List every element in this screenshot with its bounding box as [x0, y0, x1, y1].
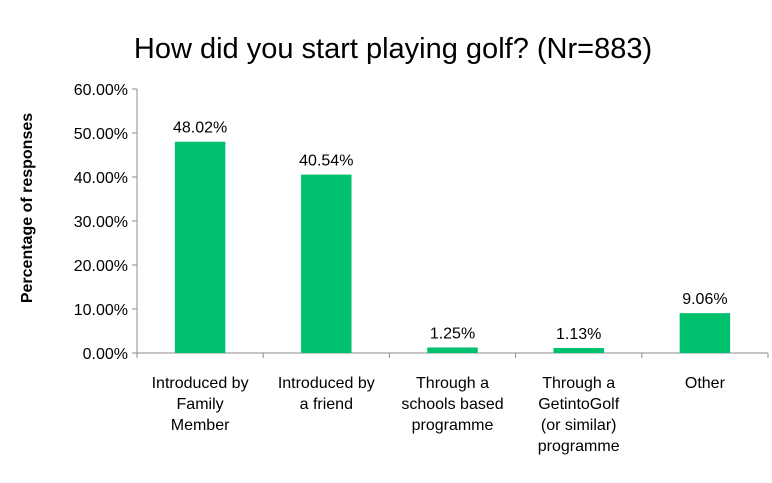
data-label: 1.13% — [556, 326, 601, 343]
bar-series — [174, 141, 731, 353]
bar — [679, 313, 731, 353]
y-axis-label: Percentage of responses — [19, 113, 36, 303]
x-category-label-line: programme — [538, 438, 620, 455]
x-category-label: Introduced by a friend — [278, 375, 375, 413]
x-category-label-line: schools based — [401, 396, 503, 413]
x-category-label-line: programme — [412, 417, 494, 434]
x-category-label-line: a friend — [300, 396, 353, 413]
x-category-label-line: Through a — [416, 375, 489, 392]
data-label: 40.54% — [299, 153, 353, 170]
x-category-label: Other — [685, 375, 726, 392]
x-category-label: Through a GetintoGolf (or similar) programm… — [538, 375, 620, 455]
bar — [174, 141, 226, 353]
bar — [427, 347, 478, 353]
data-label: 9.06% — [682, 291, 727, 308]
y-tick-label: 40.00% — [74, 170, 128, 187]
x-category-label-line: (or similar) — [541, 417, 617, 434]
x-axis: Introduced by Family Member Introduced by a … — [136, 352, 769, 455]
y-axis: 0.00% 10.00% 20.00% 30.00% 40.00% 50.00% 60.00… — [74, 82, 138, 363]
y-tick-label: 0.00% — [83, 346, 128, 363]
data-labels: 48.02% 40.54% 1.25% 1.13% 9.06% — [173, 120, 728, 343]
x-category-label-line: GetintoGolf — [538, 396, 619, 413]
y-tick-label: 10.00% — [74, 302, 128, 319]
y-tick-label: 60.00% — [74, 82, 128, 99]
x-category-label-line: Introduced by — [152, 375, 249, 392]
y-tick-label: 50.00% — [74, 126, 128, 143]
data-label: 1.25% — [430, 326, 475, 343]
x-category-label-line: Family — [177, 396, 224, 413]
x-category-label-line: Through a — [542, 375, 615, 392]
bar — [301, 174, 352, 353]
x-category-label-line: Introduced by — [278, 375, 375, 392]
chart-title: How did you start playing golf? (Nr=883) — [134, 33, 652, 65]
x-category-label-line: Member — [171, 417, 230, 434]
y-tick-label: 20.00% — [74, 258, 128, 275]
bar — [553, 348, 604, 353]
x-category-label: Introduced by Family Member — [152, 375, 249, 434]
y-tick-label: 30.00% — [74, 214, 128, 231]
x-category-label: Through a schools based programme — [401, 375, 503, 434]
data-label: 48.02% — [173, 120, 227, 137]
x-category-label-line: Other — [685, 375, 726, 392]
